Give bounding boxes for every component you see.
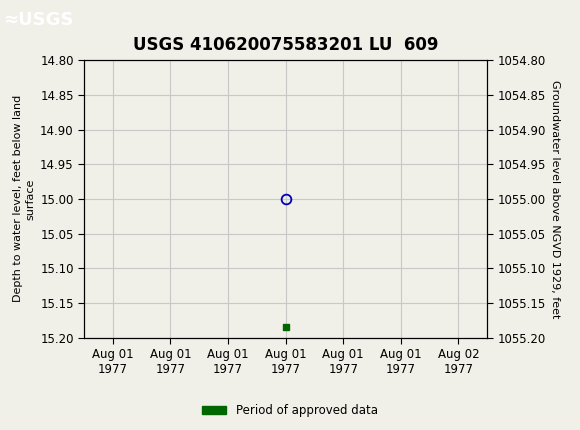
Text: ≈USGS: ≈USGS bbox=[3, 11, 74, 29]
Y-axis label: Groundwater level above NGVD 1929, feet: Groundwater level above NGVD 1929, feet bbox=[550, 80, 560, 318]
Legend: Period of approved data: Period of approved data bbox=[198, 399, 382, 422]
Title: USGS 410620075583201 LU  609: USGS 410620075583201 LU 609 bbox=[133, 37, 438, 55]
Y-axis label: Depth to water level, feet below land
surface: Depth to water level, feet below land su… bbox=[13, 95, 36, 302]
